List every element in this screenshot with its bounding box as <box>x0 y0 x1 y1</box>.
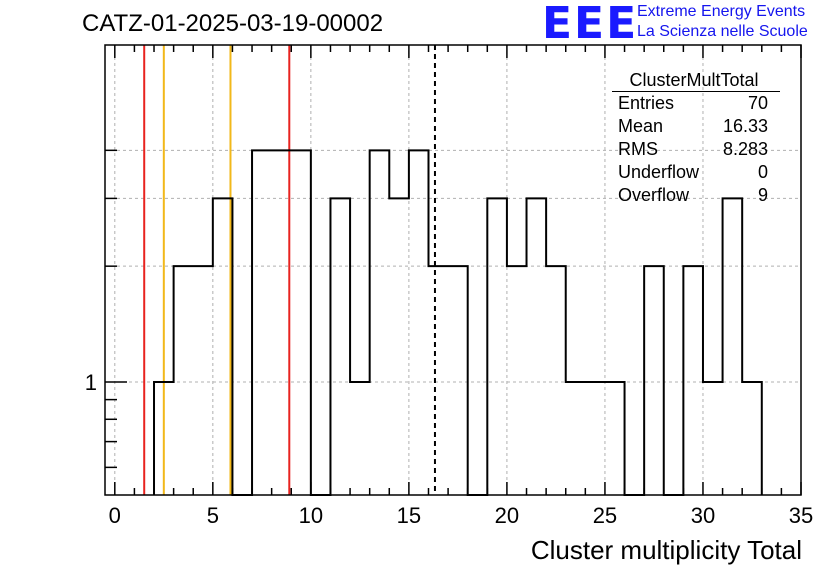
stats-title-rule <box>612 91 780 92</box>
stats-label: Underflow <box>618 162 700 182</box>
plot-frame <box>104 44 802 496</box>
x-axis-label: Cluster multiplicity Total <box>530 535 802 565</box>
stats-value: 0 <box>757 162 768 182</box>
x-tick-label: 5 <box>207 503 219 528</box>
logo-tagline-1: Extreme Energy Events <box>637 3 806 20</box>
stats-value: 70 <box>747 93 768 113</box>
y-axis-ticks: 1 <box>85 149 127 469</box>
stats-box: ClusterMultTotal Entries 70 Mean 16.33 R… <box>608 70 780 207</box>
x-axis-ticks: 0 5 10 15 20 25 30 35 <box>109 45 813 528</box>
stats-row-mean: Mean 16.33 <box>608 115 780 138</box>
stats-row-overflow: Overflow 9 <box>608 184 780 207</box>
stats-row-underflow: Underflow 0 <box>608 161 780 184</box>
x-tick-label: 0 <box>109 503 121 528</box>
x-tick-label: 20 <box>495 503 519 528</box>
stats-label: RMS <box>618 139 658 159</box>
x-tick-label: 10 <box>299 503 323 528</box>
stats-row-rms: RMS 8.283 <box>608 138 780 161</box>
stats-value: 9 <box>757 185 768 205</box>
stats-value: 16.33 <box>722 116 768 136</box>
x-tick-label: 35 <box>789 503 813 528</box>
stats-title: ClusterMultTotal <box>629 70 759 90</box>
stats-label: Entries <box>618 93 675 113</box>
plot-title: CATZ-01-2025-03-19-00002 <box>82 10 384 37</box>
x-tick-label: 25 <box>593 503 617 528</box>
marker-lines <box>143 45 436 495</box>
stats-value: 8.283 <box>722 139 768 159</box>
logo-tagline-2: La Scienza nelle Scuole <box>637 23 808 40</box>
stats-row-entries: Entries 70 <box>608 92 780 115</box>
x-tick-label: 15 <box>397 503 421 528</box>
stats-label: Mean <box>618 116 664 136</box>
grid-lines <box>105 45 802 495</box>
y-tick-label: 1 <box>85 370 97 395</box>
x-tick-label: 30 <box>691 503 715 528</box>
stats-label: Overflow <box>618 185 690 205</box>
eee-logo: EEE <box>542 0 639 49</box>
